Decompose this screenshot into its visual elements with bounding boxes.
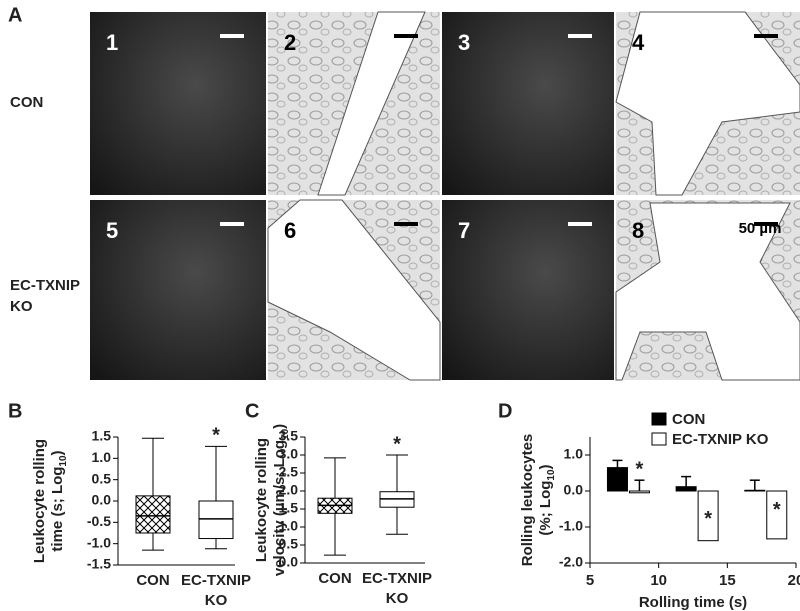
vessel-outline xyxy=(615,202,800,381)
box xyxy=(135,495,171,534)
image-number: 7 xyxy=(458,218,470,243)
bar xyxy=(675,486,697,492)
label-subscript: 10 xyxy=(58,455,69,467)
box xyxy=(198,500,234,540)
y-axis-label: Leukocyte rolling xyxy=(31,439,48,563)
y-tick-label: -1.0 xyxy=(559,518,583,534)
y-tick-label: 2.5 xyxy=(279,464,299,480)
x-tick-label: 20 xyxy=(788,572,800,589)
y-tick-label: 1.5 xyxy=(92,428,112,444)
label-part: ) xyxy=(49,450,66,455)
panel-letter: A xyxy=(8,4,22,26)
micrograph xyxy=(442,200,614,380)
image-number: 6 xyxy=(284,218,296,243)
significance-star: * xyxy=(704,508,712,530)
x-tick-label: 10 xyxy=(650,572,667,589)
micrograph xyxy=(90,12,266,195)
image-number: 5 xyxy=(106,218,118,243)
y-tick-label: 3.5 xyxy=(279,428,299,444)
vessel-outline xyxy=(317,11,426,196)
vessel-outline xyxy=(615,11,800,196)
bar xyxy=(606,467,628,492)
legend-swatch xyxy=(651,412,667,426)
y-tick-label: 1.0 xyxy=(564,446,584,462)
y-tick-label: 3.0 xyxy=(279,446,299,462)
x-tick-label: EC-TXNIP xyxy=(181,572,251,589)
panel-letter: D xyxy=(498,400,512,422)
y-tick-label: -2.0 xyxy=(559,554,583,570)
label-subscript: 10 xyxy=(280,428,291,440)
y-axis-label: time (s; Log10) xyxy=(49,450,69,551)
micrographs xyxy=(90,11,800,381)
label-subscript: 10 xyxy=(546,469,557,481)
x-tick-label: CON xyxy=(136,572,169,589)
row-label: CON xyxy=(10,94,43,111)
y-tick-label: 1.0 xyxy=(92,449,112,465)
legend-swatch xyxy=(651,432,667,446)
significance-star: * xyxy=(212,425,220,447)
significance-star: * xyxy=(636,458,644,480)
panel-letter: B xyxy=(8,400,22,422)
significance-star: * xyxy=(393,433,401,455)
label-part: ) xyxy=(271,424,288,429)
y-axis-label: (%; Log10) xyxy=(537,464,557,535)
bar xyxy=(697,490,719,542)
y-tick-label: 0.0 xyxy=(279,554,299,570)
row-label: EC-TXNIP xyxy=(10,277,80,294)
bar xyxy=(628,490,650,494)
label-part: time (s; Log xyxy=(49,467,66,552)
scale-bar-label: 50 µm xyxy=(739,220,782,237)
panel-letter: C xyxy=(245,400,259,422)
x-tick-label: 15 xyxy=(719,572,736,589)
x-tick-label: KO xyxy=(205,592,228,609)
y-axis-label: Leukocyte rolling xyxy=(253,438,270,562)
row-label: KO xyxy=(10,298,33,315)
x-tick-label: 5 xyxy=(586,572,594,589)
label-part: ) xyxy=(537,464,554,469)
x-tick-label: KO xyxy=(386,590,409,607)
y-tick-label: 1.0 xyxy=(279,518,299,534)
y-tick-label: 2.0 xyxy=(279,482,299,498)
x-tick-label: CON xyxy=(318,570,351,587)
y-tick-label: -1.5 xyxy=(87,556,111,572)
legend-label: EC-TXNIP KO xyxy=(672,431,769,448)
y-axis-label: velocity (µm/s; Log10) xyxy=(271,424,291,576)
image-number: 3 xyxy=(458,30,470,55)
y-tick-label: 0.0 xyxy=(564,482,584,498)
image-number: 1 xyxy=(106,30,118,55)
y-tick-label: -0.5 xyxy=(87,513,111,529)
y-tick-label: 1.5 xyxy=(279,500,299,516)
y-tick-label: -1.0 xyxy=(87,534,111,550)
x-tick-label: EC-TXNIP xyxy=(362,570,432,587)
y-tick-label: 0.5 xyxy=(279,536,299,552)
y-tick-label: 0.0 xyxy=(92,492,112,508)
bar xyxy=(744,489,766,492)
vessel-outline xyxy=(267,199,441,381)
legend-label: CON xyxy=(672,411,705,428)
significance-star: * xyxy=(773,499,781,521)
image-number: 8 xyxy=(632,218,644,243)
label-part: velocity (µm/s; Log xyxy=(271,440,288,576)
x-axis-label: Rolling time (s) xyxy=(639,594,747,611)
micrograph xyxy=(442,12,614,195)
image-number: 2 xyxy=(284,30,296,55)
label-part: (%; Log xyxy=(537,481,554,536)
micrograph xyxy=(90,200,266,380)
image-number: 4 xyxy=(632,30,645,55)
y-axis-label: Rolling leukocytes xyxy=(519,434,536,567)
bar xyxy=(766,490,788,540)
y-tick-label: 0.5 xyxy=(92,470,112,486)
